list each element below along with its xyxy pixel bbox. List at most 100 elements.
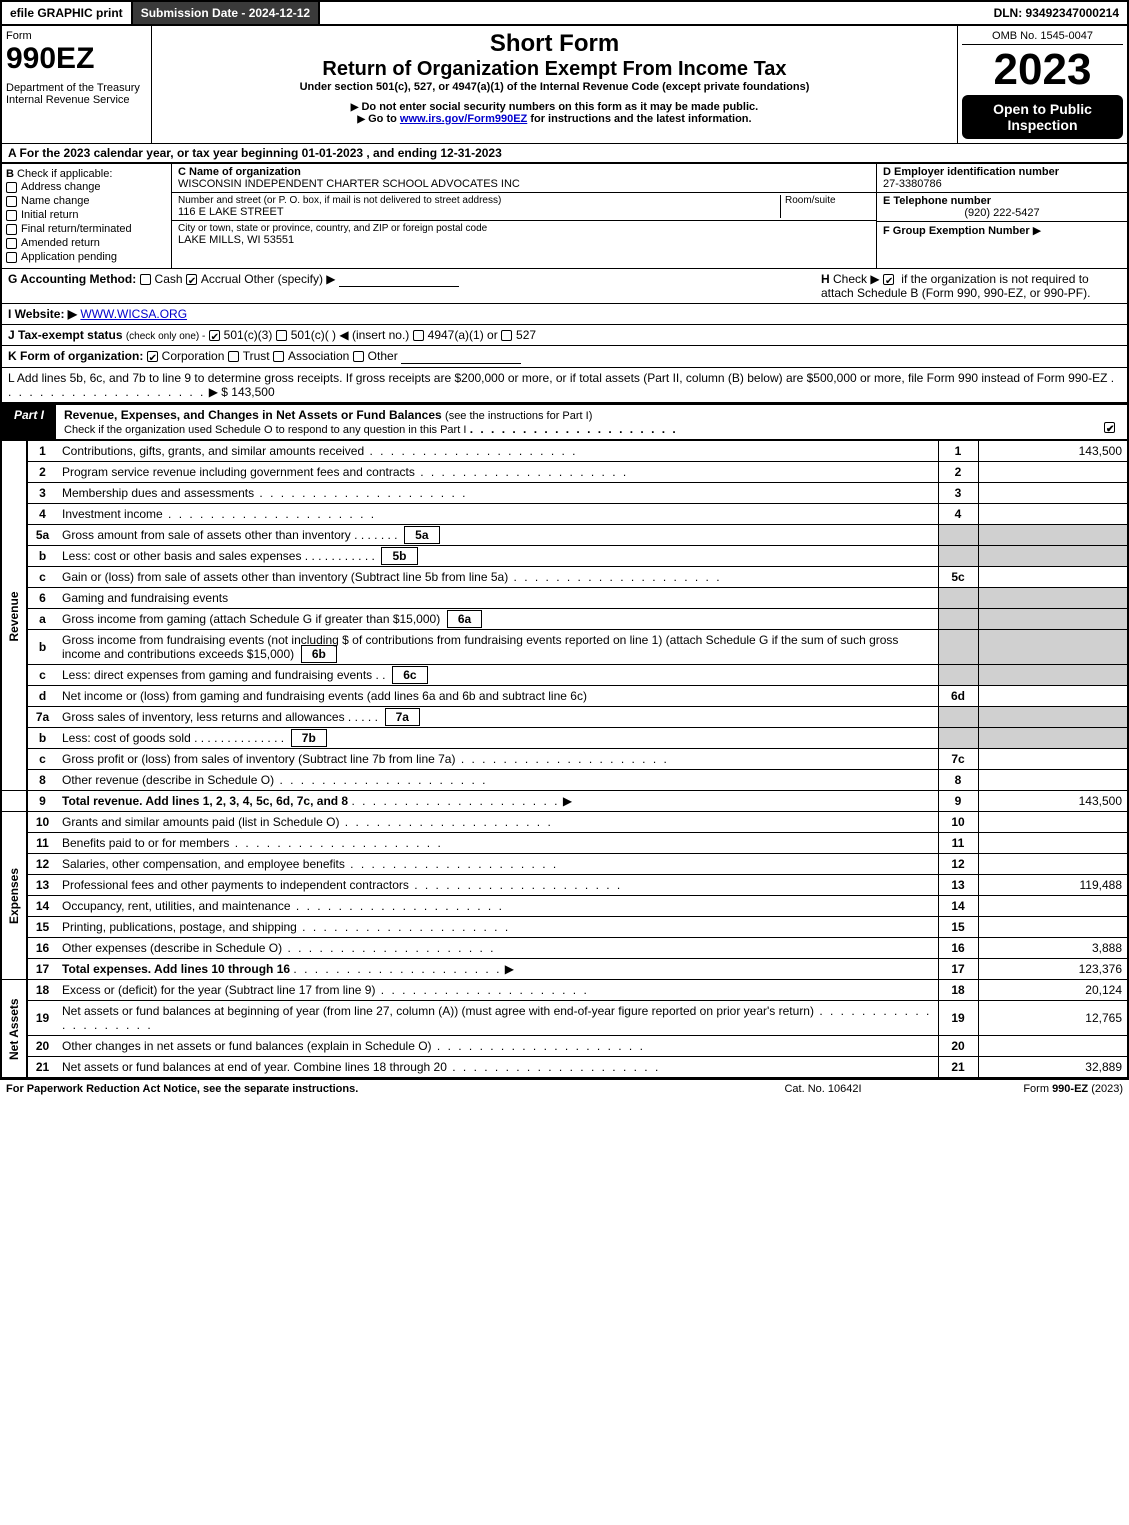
section-c-org: C Name of organization WISCONSIN INDEPEN…	[172, 164, 877, 268]
tax-year: 2023	[962, 45, 1123, 95]
section-b-checkboxes: B Check if applicable: Address change Na…	[2, 164, 172, 268]
row-l-gross-receipts: L Add lines 5b, 6c, and 7b to line 9 to …	[0, 368, 1129, 403]
line-13-amount: 119,488	[978, 875, 1128, 896]
form-word: Form	[6, 30, 147, 42]
f-arrow-icon: ▶	[1033, 225, 1041, 237]
chk-cash[interactable]	[140, 274, 151, 285]
line-2-desc: Program service revenue including govern…	[57, 462, 938, 483]
goto-link-line: Go to www.irs.gov/Form990EZ for instruct…	[156, 113, 953, 125]
l-text: L Add lines 5b, 6c, and 7b to line 9 to …	[8, 371, 1107, 385]
phone-value: (920) 222-5427	[883, 207, 1121, 219]
chk-initial-return[interactable]	[6, 210, 17, 221]
line-17-desc: Total expenses. Add lines 10 through 16	[62, 962, 290, 976]
line-14-desc: Occupancy, rent, utilities, and maintena…	[57, 896, 938, 917]
org-info-grid: B Check if applicable: Address change Na…	[0, 164, 1129, 269]
chk-final-return[interactable]	[6, 224, 17, 235]
chk-corporation[interactable]	[147, 351, 158, 362]
line-6-desc: Gaming and fundraising events	[57, 588, 938, 609]
line-7a-desc: Gross sales of inventory, less returns a…	[62, 710, 345, 724]
line-8-desc: Other revenue (describe in Schedule O)	[57, 770, 938, 791]
dept-text: Department of the Treasury Internal Reve…	[6, 82, 147, 106]
room-suite-label: Room/suite	[780, 195, 870, 218]
section-a-tax-year: A For the 2023 calendar year, or tax yea…	[0, 143, 1129, 164]
part-1-header: Part I Revenue, Expenses, and Changes in…	[0, 403, 1129, 441]
c-city-label: City or town, state or province, country…	[178, 223, 870, 234]
row-g-h: G Accounting Method: Cash Accrual Other …	[0, 269, 1129, 304]
org-street: 116 E LAKE STREET	[178, 206, 780, 218]
line-5b-desc: Less: cost or other basis and sales expe…	[62, 549, 301, 563]
line-10-desc: Grants and similar amounts paid (list in…	[57, 812, 938, 833]
line-15-desc: Printing, publications, postage, and shi…	[57, 917, 938, 938]
line-4-desc: Investment income	[57, 504, 938, 525]
line-21-desc: Net assets or fund balances at end of ye…	[57, 1057, 938, 1078]
omb-number: OMB No. 1545-0047	[962, 30, 1123, 45]
line-12-desc: Salaries, other compensation, and employ…	[57, 854, 938, 875]
d-ein-label: D Employer identification number	[883, 166, 1121, 178]
k-label: K Form of organization:	[8, 349, 143, 363]
line-5c-desc: Gain or (loss) from sale of assets other…	[57, 567, 938, 588]
line-13-desc: Professional fees and other payments to …	[57, 875, 938, 896]
org-name: WISCONSIN INDEPENDENT CHARTER SCHOOL ADV…	[178, 178, 870, 190]
chk-501c[interactable]	[276, 330, 287, 341]
line-16-amount: 3,888	[978, 938, 1128, 959]
line-6c-desc: Less: direct expenses from gaming and fu…	[62, 668, 372, 682]
chk-name-change[interactable]	[6, 196, 17, 207]
other-org-input[interactable]	[401, 349, 521, 364]
chk-527[interactable]	[501, 330, 512, 341]
line-11-desc: Benefits paid to or for members	[57, 833, 938, 854]
chk-501c3[interactable]	[209, 330, 220, 341]
expenses-side-label: Expenses	[1, 812, 27, 980]
ein-value: 27-3380786	[883, 178, 1121, 190]
line-17-amount: 123,376	[978, 959, 1128, 980]
c-name-label: C Name of organization	[178, 166, 870, 178]
ssn-warning: Do not enter social security numbers on …	[156, 101, 953, 113]
chk-application-pending[interactable]	[6, 252, 17, 263]
e-phone-label: E Telephone number	[883, 195, 1121, 207]
chk-trust[interactable]	[228, 351, 239, 362]
chk-accrual[interactable]	[186, 274, 197, 285]
line-6a-desc: Gross income from gaming (attach Schedul…	[62, 612, 440, 626]
top-bar: efile GRAPHIC print Submission Date - 20…	[0, 0, 1129, 26]
irs-link[interactable]: www.irs.gov/Form990EZ	[400, 113, 527, 125]
submission-date-button[interactable]: Submission Date - 2024-12-12	[133, 2, 320, 24]
footer-cat-no: Cat. No. 10642I	[723, 1083, 923, 1095]
j-label: J Tax-exempt status	[8, 328, 123, 342]
open-public-badge: Open to Public Inspection	[962, 95, 1123, 139]
line-20-desc: Other changes in net assets or fund bala…	[57, 1036, 938, 1057]
line-18-desc: Excess or (deficit) for the year (Subtra…	[57, 980, 938, 1001]
part-1-table: Revenue 1Contributions, gifts, grants, a…	[0, 441, 1129, 1078]
line-21-amount: 32,889	[978, 1057, 1128, 1078]
chk-address-change[interactable]	[6, 182, 17, 193]
line-9-amount: 143,500	[978, 791, 1128, 812]
chk-amended-return[interactable]	[6, 238, 17, 249]
chk-other-org[interactable]	[353, 351, 364, 362]
part-1-note: (see the instructions for Part I)	[445, 410, 592, 422]
c-street-label: Number and street (or P. O. box, if mail…	[178, 195, 780, 206]
dln: DLN: 93492347000214	[986, 2, 1127, 24]
chk-association[interactable]	[273, 351, 284, 362]
part-1-tag: Part I	[2, 405, 56, 439]
h-check-label: Check ▶	[833, 272, 880, 286]
row-i-website: I Website: ▶ WWW.WICSA.ORG	[0, 304, 1129, 325]
line-18-amount: 20,124	[978, 980, 1128, 1001]
page-footer: For Paperwork Reduction Act Notice, see …	[0, 1078, 1129, 1098]
line-9-desc: Total revenue. Add lines 1, 2, 3, 4, 5c,…	[62, 794, 348, 808]
website-link[interactable]: WWW.WICSA.ORG	[80, 307, 187, 321]
subtitle: Under section 501(c), 527, or 4947(a)(1)…	[156, 81, 953, 93]
i-label: I Website: ▶	[8, 307, 77, 321]
chk-4947a1[interactable]	[413, 330, 424, 341]
other-method-input[interactable]	[339, 272, 459, 287]
line-5a-desc: Gross amount from sale of assets other t…	[62, 528, 351, 542]
line-1-amount: 143,500	[978, 441, 1128, 462]
efile-print[interactable]: efile GRAPHIC print	[2, 2, 133, 24]
part-1-title: Revenue, Expenses, and Changes in Net As…	[64, 408, 442, 422]
title-main: Return of Organization Exempt From Incom…	[156, 58, 953, 81]
revenue-side-label: Revenue	[1, 441, 27, 791]
chk-schedule-o-used[interactable]	[1104, 422, 1115, 433]
form-header: Form 990EZ Department of the Treasury In…	[0, 26, 1129, 143]
part-1-check-note: Check if the organization used Schedule …	[64, 424, 466, 436]
org-city: LAKE MILLS, WI 53551	[178, 234, 870, 246]
form-number: 990EZ	[6, 42, 147, 76]
line-6d-desc: Net income or (loss) from gaming and fun…	[57, 686, 938, 707]
chk-schedule-b-not-required[interactable]	[883, 274, 894, 285]
